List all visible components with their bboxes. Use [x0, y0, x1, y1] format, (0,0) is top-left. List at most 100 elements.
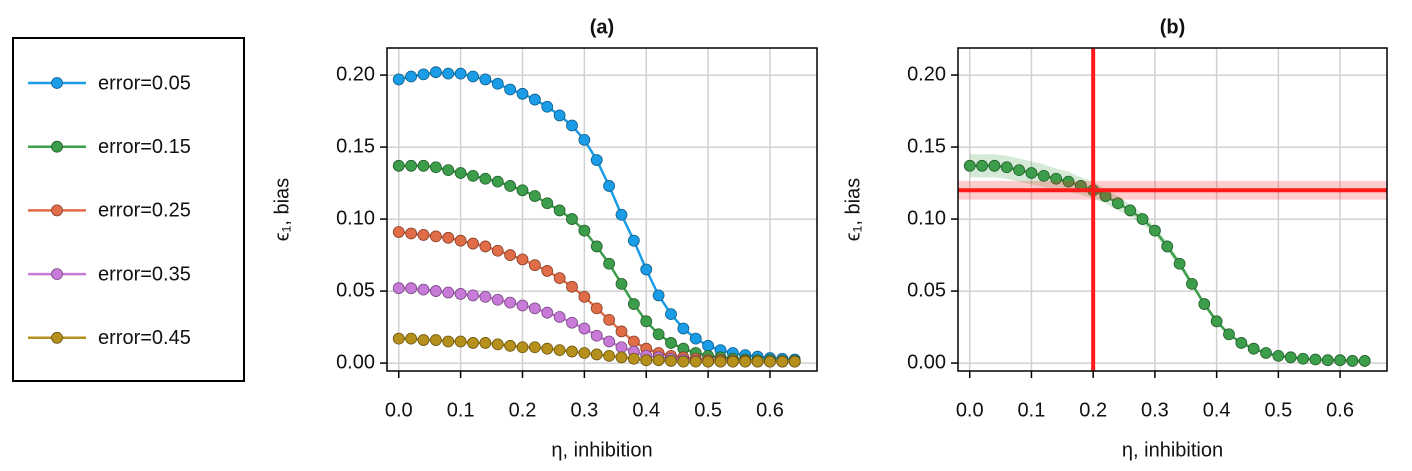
point [1111, 197, 1124, 210]
point [541, 306, 554, 319]
plot-area [392, 66, 801, 368]
point [405, 70, 418, 83]
point [566, 316, 578, 329]
x-tick-label: 0.0 [956, 399, 984, 421]
point [442, 286, 455, 299]
point [1260, 347, 1272, 359]
point [1013, 164, 1026, 177]
y-tick-label: 0.05 [907, 279, 946, 301]
legend-label: error=0.05 [98, 72, 191, 94]
point [1025, 167, 1038, 179]
subplot-title: (b) [1160, 16, 1186, 38]
point [479, 290, 492, 303]
point [429, 334, 442, 346]
point [541, 342, 554, 355]
point [467, 169, 479, 182]
y-tick-label: 0.20 [907, 63, 946, 85]
point [578, 290, 591, 303]
y-tick-label: 0.00 [907, 351, 946, 373]
point [1050, 172, 1063, 185]
point [603, 180, 616, 192]
point [590, 348, 603, 361]
point [1136, 213, 1149, 225]
confidence-band [969, 154, 1365, 363]
x-tick-label: 0.0 [385, 399, 413, 421]
point [516, 299, 529, 312]
point [504, 83, 517, 96]
x-tick-label: 0.1 [447, 399, 475, 421]
point [553, 311, 566, 323]
point [665, 337, 677, 349]
point [665, 355, 677, 367]
point [627, 298, 640, 310]
point [566, 213, 578, 225]
point [491, 293, 504, 306]
point [603, 257, 616, 270]
point [1247, 342, 1260, 355]
y-tick-label: 0.10 [336, 207, 375, 229]
point [590, 154, 603, 166]
point [467, 289, 479, 302]
point [553, 204, 566, 217]
point [1210, 315, 1223, 328]
point [429, 230, 442, 243]
point [988, 159, 1001, 172]
point [417, 283, 430, 296]
x-tick-label: 0.6 [1326, 399, 1354, 421]
point [491, 175, 504, 188]
point [405, 332, 418, 345]
point [417, 229, 430, 241]
point [417, 334, 430, 346]
point [454, 288, 467, 300]
point [677, 322, 690, 335]
y-tick-label: 0.00 [336, 351, 375, 373]
point [405, 282, 418, 295]
point [776, 355, 789, 368]
legend-label: error=0.45 [98, 327, 191, 349]
y-axis-label: ϵ₁, bias [271, 178, 293, 241]
point [615, 208, 628, 221]
legend-label: error=0.25 [98, 200, 191, 222]
point [405, 227, 418, 240]
point [578, 322, 591, 335]
point [553, 344, 566, 357]
point [640, 315, 653, 328]
point [528, 259, 541, 272]
x-tick-label: 0.4 [632, 399, 660, 421]
point [615, 341, 628, 354]
point [665, 308, 677, 321]
point [479, 240, 492, 253]
point [640, 354, 653, 367]
x-tick-label: 0.2 [1079, 399, 1107, 421]
point [442, 231, 455, 244]
legend-marker [51, 140, 63, 153]
point [1161, 240, 1174, 253]
point [615, 351, 628, 364]
point [491, 338, 504, 351]
point [652, 328, 665, 341]
point [516, 87, 529, 100]
axes-frame [386, 47, 818, 372]
point [1235, 337, 1248, 349]
point [652, 354, 665, 367]
point [751, 355, 764, 368]
x-tick-label: 0.3 [570, 399, 598, 421]
point [689, 355, 702, 368]
point [963, 159, 976, 172]
legend-label: error=0.15 [98, 136, 191, 158]
point [528, 341, 541, 354]
point [479, 172, 492, 185]
point [541, 265, 554, 277]
point [1309, 353, 1322, 366]
point [627, 234, 640, 247]
x-tick-label: 0.5 [1264, 399, 1292, 421]
x-tick-label: 0.4 [1203, 399, 1231, 421]
point [429, 66, 442, 79]
subplot-title: (a) [590, 16, 614, 38]
point [467, 337, 479, 349]
legend-marker [51, 268, 63, 281]
point [516, 341, 529, 354]
point [442, 164, 455, 177]
point [702, 355, 715, 368]
